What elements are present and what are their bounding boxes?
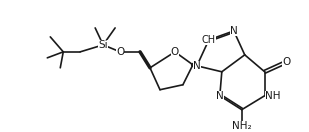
- Text: N: N: [216, 91, 224, 101]
- Text: N: N: [230, 26, 238, 36]
- Text: NH₂: NH₂: [232, 121, 252, 131]
- Text: O: O: [171, 47, 179, 57]
- Text: O: O: [116, 47, 124, 57]
- Text: NH: NH: [265, 91, 280, 101]
- Text: CH: CH: [202, 35, 216, 45]
- Text: Si: Si: [98, 40, 108, 50]
- Text: O: O: [282, 57, 291, 67]
- Text: N: N: [193, 61, 201, 71]
